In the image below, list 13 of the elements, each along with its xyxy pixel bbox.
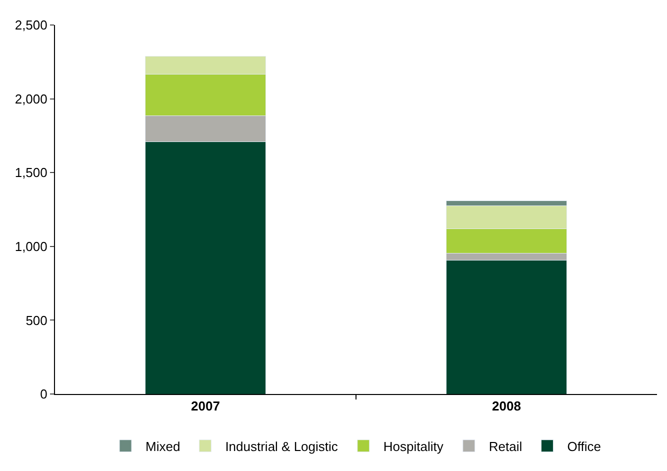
y-tick-label: 1,000	[14, 238, 48, 254]
legend-label: Hospitality	[383, 438, 444, 454]
y-tick-label: 500	[26, 312, 48, 328]
legend-label: Retail	[488, 438, 522, 454]
y-tick-label: 2,000	[14, 91, 48, 106]
y-tick-label: 0	[40, 386, 48, 402]
x-tick-label: 2008	[492, 398, 521, 414]
x-tick-label: 2007	[191, 398, 220, 414]
y-tick-label: 1,500	[14, 165, 48, 180]
y-tick-label: 2,500	[14, 18, 48, 33]
legend-label: Industrial & Logistic	[225, 438, 338, 454]
legend-label: Mixed	[146, 438, 180, 454]
legend-label: Office	[567, 438, 601, 454]
